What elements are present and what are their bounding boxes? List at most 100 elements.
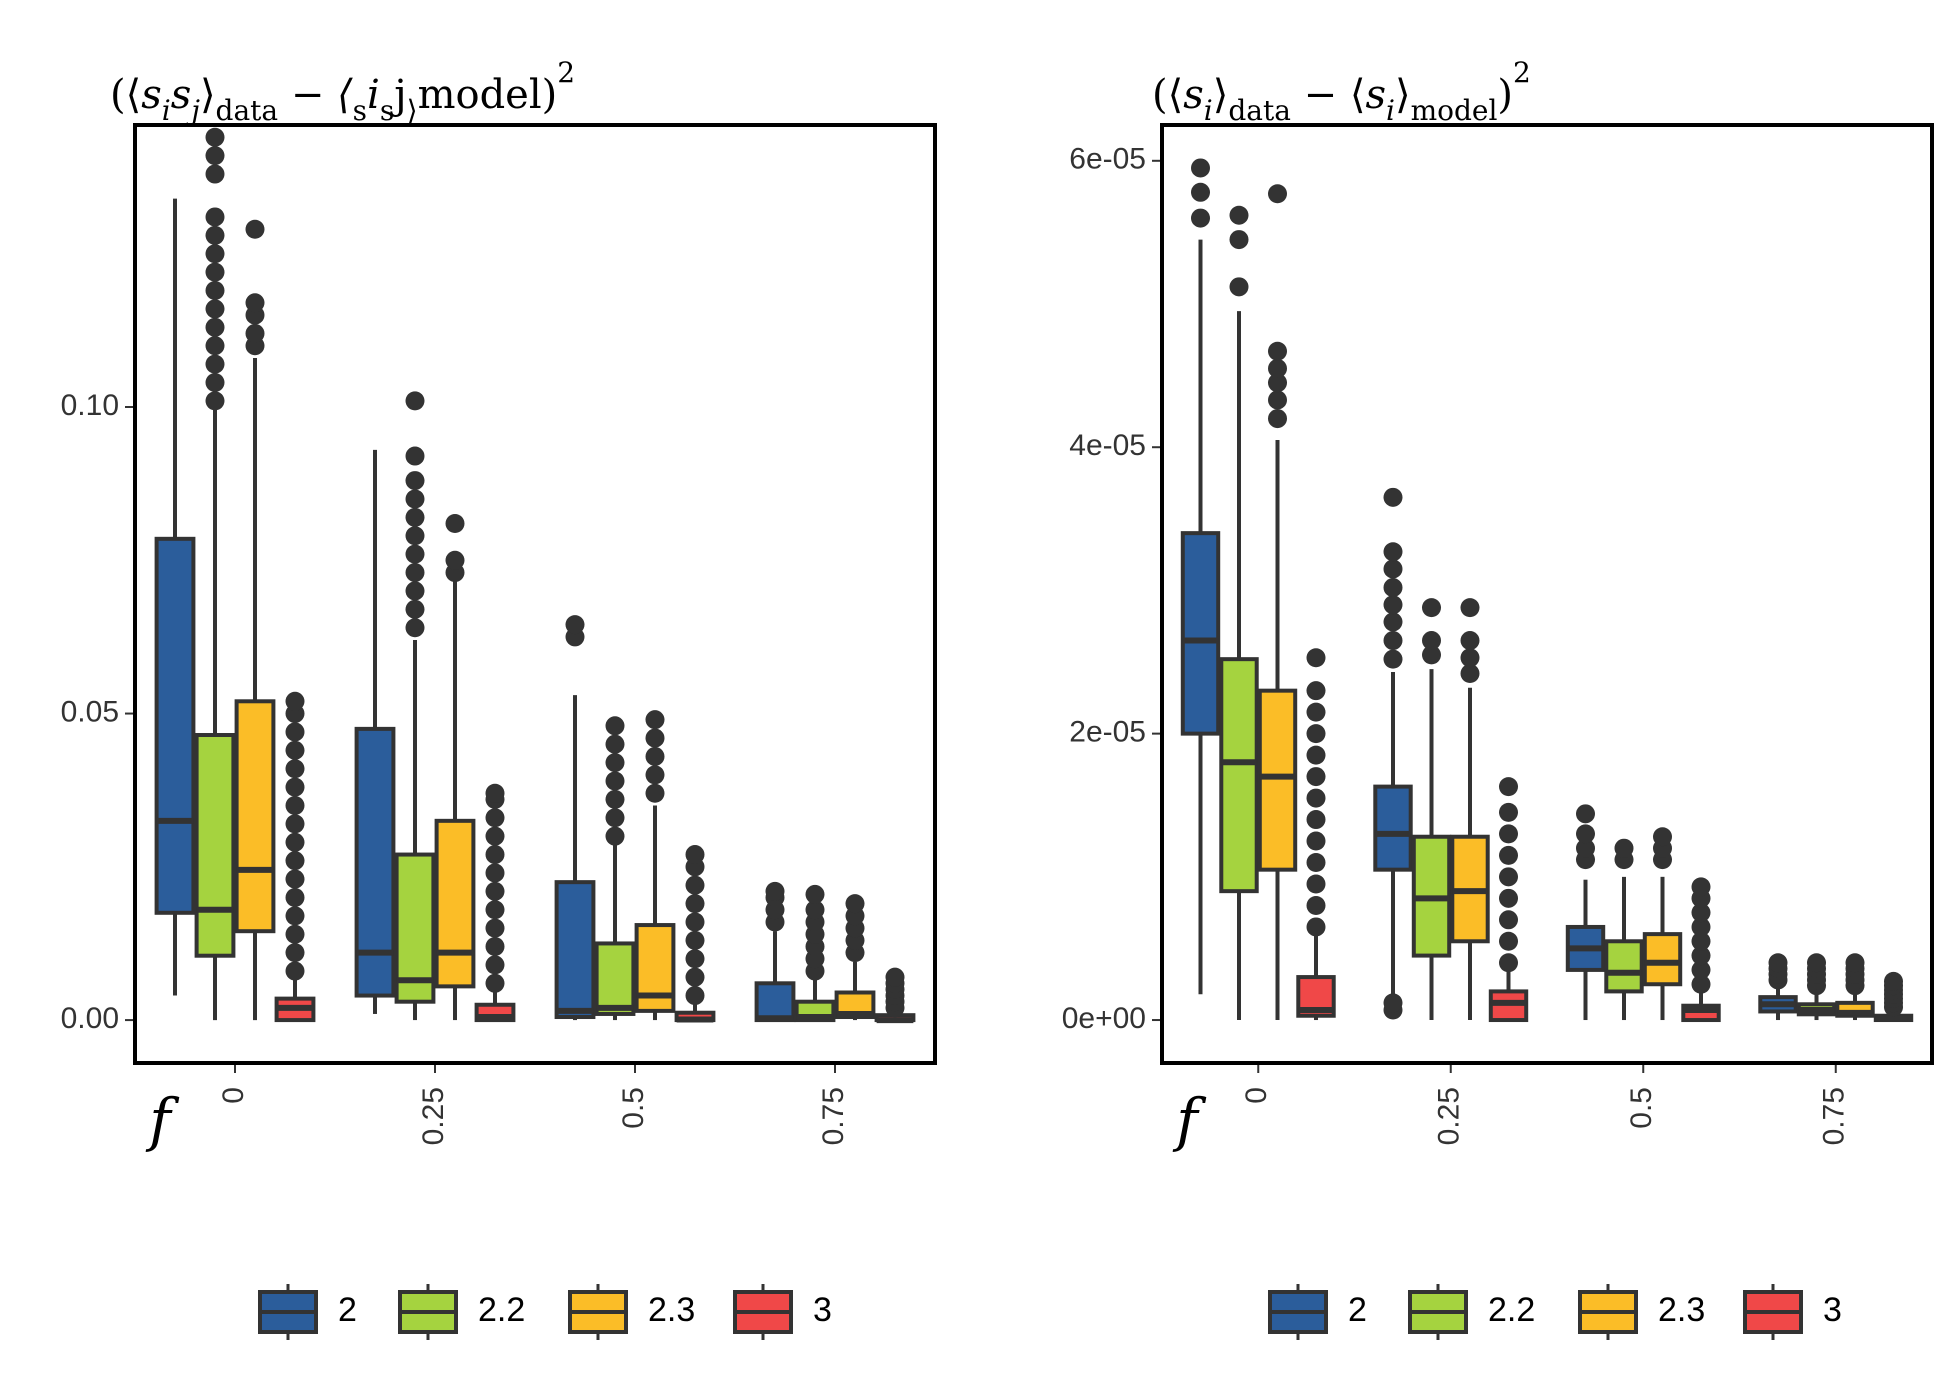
series-3 bbox=[274, 691, 916, 1024]
box bbox=[194, 733, 236, 958]
box bbox=[1604, 939, 1644, 994]
outlier-point bbox=[405, 489, 425, 509]
outlier-point bbox=[1306, 874, 1326, 894]
outlier-point bbox=[405, 446, 425, 466]
outlier-point bbox=[485, 783, 505, 803]
box bbox=[154, 536, 196, 915]
outlier-point bbox=[245, 323, 265, 343]
x-tick-label: 0.25 bbox=[417, 1087, 450, 1145]
title-part: ) bbox=[542, 72, 558, 118]
outlier-point bbox=[485, 845, 505, 865]
outlier-point bbox=[205, 372, 225, 392]
outlier-point bbox=[1306, 788, 1326, 808]
outlier-point bbox=[285, 906, 305, 926]
y-tick-label: 6e-05 bbox=[1069, 143, 1146, 176]
outlier-point bbox=[485, 826, 505, 846]
outlier-point bbox=[1460, 598, 1480, 618]
outlier-point bbox=[205, 207, 225, 227]
outlier-point bbox=[1306, 917, 1326, 937]
legend-key-2.2: 2.2 bbox=[398, 1284, 525, 1340]
outlier-point bbox=[285, 961, 305, 981]
series-2.2 bbox=[194, 127, 836, 1023]
panel-title: (⟨si⟩data − ⟨si⟩model)2 bbox=[1152, 56, 1531, 127]
box bbox=[1642, 932, 1683, 987]
outlier-point bbox=[1383, 578, 1403, 598]
title-part: (⟨ bbox=[1152, 72, 1183, 118]
panel-border bbox=[1160, 123, 1934, 1065]
outlier-point bbox=[205, 225, 225, 245]
outlier-point bbox=[605, 734, 625, 754]
outlier-point bbox=[205, 299, 225, 319]
outlier-point bbox=[1499, 931, 1518, 951]
outlier-point bbox=[285, 943, 305, 963]
panel-1: (⟨sisj⟩data − ⟨sisj⟩model)2 0.00 0.05 0.10 0… bbox=[61, 56, 937, 1340]
outlier-point bbox=[1499, 777, 1518, 797]
outlier-point bbox=[285, 796, 305, 816]
outlier-point bbox=[1306, 724, 1326, 744]
legend-label: 2 bbox=[1348, 1291, 1367, 1329]
title-part: j bbox=[390, 72, 406, 118]
outlier-point bbox=[765, 881, 785, 901]
outlier-point bbox=[685, 930, 705, 950]
title-part: s bbox=[171, 72, 192, 118]
outlier-point bbox=[1229, 205, 1249, 225]
outlier-point bbox=[605, 808, 625, 828]
outlier-point bbox=[1191, 158, 1210, 178]
outlier-point bbox=[1576, 824, 1595, 844]
outlier-point bbox=[1499, 888, 1518, 908]
outlier-point bbox=[1499, 953, 1518, 973]
outlier-point bbox=[685, 845, 705, 865]
panel-2: (⟨si⟩data − ⟨si⟩model)20e+002e-054e-056e… bbox=[1062, 56, 1934, 1340]
outlier-point bbox=[1460, 648, 1480, 668]
outlier-point bbox=[1691, 903, 1711, 923]
outlier-point bbox=[565, 615, 585, 635]
outlier-point bbox=[1383, 487, 1403, 507]
outlier-point bbox=[605, 826, 625, 846]
outlier-point bbox=[805, 884, 825, 904]
outlier-point bbox=[205, 336, 225, 356]
outlier-point bbox=[1460, 631, 1480, 651]
outlier-point bbox=[285, 851, 305, 871]
outlier-point bbox=[1691, 931, 1711, 951]
outlier-point bbox=[1499, 802, 1518, 822]
title-part: ) bbox=[1497, 72, 1513, 118]
outlier-point bbox=[645, 728, 665, 748]
outlier-point bbox=[885, 967, 905, 987]
box bbox=[234, 699, 276, 934]
outlier-point bbox=[405, 471, 425, 491]
outlier-point bbox=[1768, 953, 1788, 973]
box bbox=[434, 818, 476, 989]
outlier-point bbox=[685, 949, 705, 969]
outlier-point bbox=[845, 894, 865, 914]
outlier-point bbox=[685, 967, 705, 987]
outlier-point bbox=[1306, 831, 1326, 851]
outlier-point bbox=[1268, 341, 1287, 361]
legend-label: 2.3 bbox=[648, 1291, 695, 1329]
legend-key-2: 2 bbox=[258, 1284, 357, 1340]
outlier-point bbox=[485, 881, 505, 901]
outlier-point bbox=[205, 317, 225, 337]
title-part: ⟩ bbox=[200, 72, 216, 118]
outlier-point bbox=[205, 164, 225, 184]
outlier-point bbox=[645, 765, 665, 785]
outlier-point bbox=[605, 789, 625, 809]
series-2.3 bbox=[1257, 184, 1875, 1021]
outlier-point bbox=[1691, 974, 1711, 994]
outlier-point bbox=[1268, 358, 1287, 378]
outlier-point bbox=[405, 526, 425, 546]
outlier-point bbox=[645, 746, 665, 766]
outlier-point bbox=[205, 127, 225, 147]
legend-key-2.2: 2.2 bbox=[1408, 1284, 1535, 1340]
y-tick-label: 0.00 bbox=[61, 1002, 119, 1035]
legend: 2 2.2 2.3 3 bbox=[1268, 1284, 1842, 1340]
outlier-point bbox=[285, 814, 305, 834]
outlier-point bbox=[685, 912, 705, 932]
panel-border bbox=[133, 123, 937, 1065]
outlier-point bbox=[285, 924, 305, 944]
outlier-point bbox=[1499, 845, 1518, 865]
outlier-point bbox=[285, 832, 305, 852]
outlier-point bbox=[1229, 230, 1249, 250]
title-part: data bbox=[216, 94, 279, 127]
title-part: ⟩ bbox=[407, 94, 418, 127]
